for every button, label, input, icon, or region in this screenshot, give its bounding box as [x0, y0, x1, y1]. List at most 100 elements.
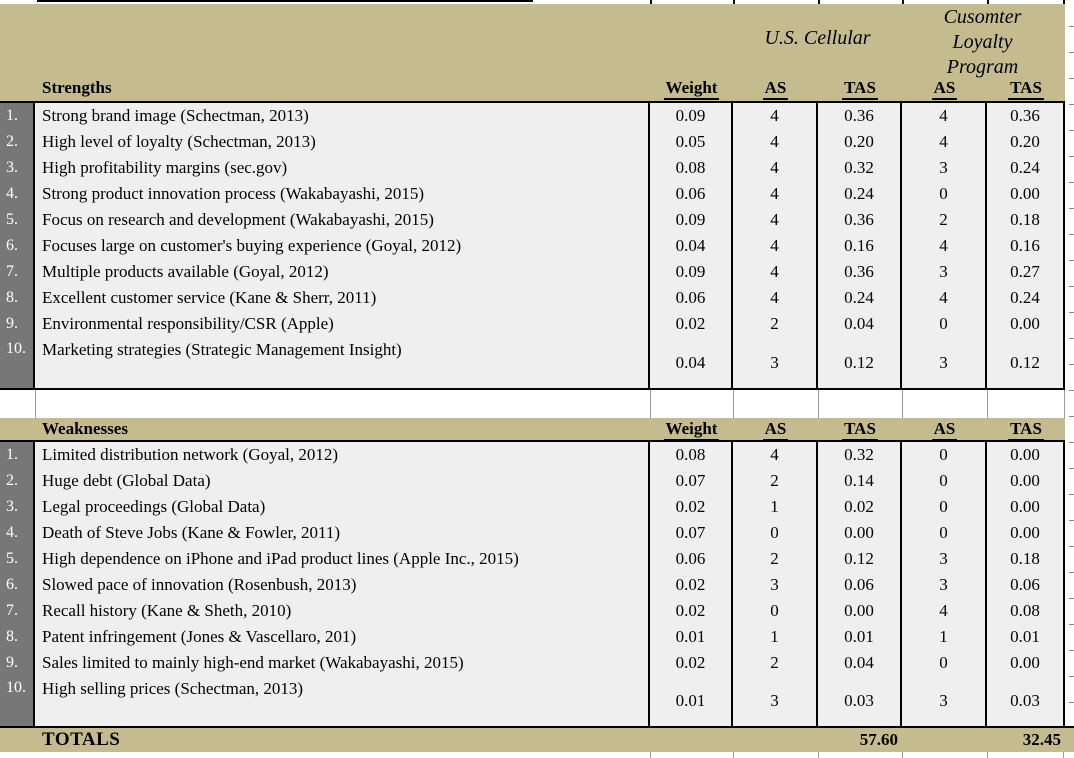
tas2-value-cell[interactable]: 0.36 — [987, 103, 1065, 129]
as1-value-cell[interactable]: 3 — [733, 676, 818, 726]
description-cell[interactable]: Focuses large on customer's buying exper… — [35, 233, 650, 259]
weight-value-cell[interactable]: 0.04 — [650, 233, 733, 259]
row-number-cell[interactable]: 5. — [0, 546, 35, 572]
row-number-cell[interactable]: 8. — [0, 624, 35, 650]
description-cell[interactable]: High selling prices (Schectman, 2013) — [35, 676, 650, 726]
weight-value-cell[interactable]: 0.02 — [650, 598, 733, 624]
tas2-column-header[interactable]: TAS — [987, 77, 1065, 100]
description-cell[interactable]: Strong brand image (Schectman, 2013) — [35, 103, 650, 129]
as2-value-cell[interactable]: 0 — [902, 650, 987, 676]
as2-value-cell[interactable]: 0 — [902, 181, 987, 207]
row-number-cell[interactable]: 3. — [0, 155, 35, 181]
row-number-cell[interactable]: 3. — [0, 494, 35, 520]
description-cell[interactable]: Slowed pace of innovation (Rosenbush, 20… — [35, 572, 650, 598]
tas1-value-cell[interactable]: 0.12 — [818, 337, 902, 388]
as1-value-cell[interactable]: 1 — [733, 624, 818, 650]
as2-value-cell[interactable]: 3 — [902, 259, 987, 285]
as2-value-cell[interactable]: 3 — [902, 572, 987, 598]
tas2-value-cell[interactable]: 0.20 — [987, 129, 1065, 155]
as1-value-cell[interactable]: 4 — [733, 233, 818, 259]
as2-value-cell[interactable]: 4 — [902, 233, 987, 259]
weight-value-cell[interactable]: 0.06 — [650, 285, 733, 311]
row-number-cell[interactable]: 6. — [0, 572, 35, 598]
weaknesses-section-label[interactable]: Weaknesses — [42, 419, 128, 438]
row-number-cell[interactable]: 9. — [0, 311, 35, 337]
description-cell[interactable]: Excellent customer service (Kane & Sherr… — [35, 285, 650, 311]
weight-value-cell[interactable]: 0.01 — [650, 624, 733, 650]
weight-value-cell[interactable]: 0.02 — [650, 311, 733, 337]
tas1-value-cell[interactable]: 0.04 — [818, 311, 902, 337]
row-number-cell[interactable]: 4. — [0, 181, 35, 207]
total-tas1-cell[interactable]: 57.60 — [859, 730, 898, 749]
description-cell[interactable]: Sales limited to mainly high-end market … — [35, 650, 650, 676]
as2-value-cell[interactable]: 3 — [902, 337, 987, 388]
tas1-column-header[interactable]: TAS — [818, 77, 902, 100]
weight-value-cell[interactable]: 0.06 — [650, 546, 733, 572]
tas2-value-cell[interactable]: 0.03 — [987, 676, 1065, 726]
tas1-value-cell[interactable]: 0.01 — [818, 624, 902, 650]
weight-value-cell[interactable]: 0.08 — [650, 442, 733, 468]
description-cell[interactable]: Limited distribution network (Goyal, 201… — [35, 442, 650, 468]
weight-value-cell[interactable]: 0.08 — [650, 155, 733, 181]
row-number-cell[interactable]: 5. — [0, 207, 35, 233]
row-number-cell[interactable]: 10. — [0, 676, 35, 726]
as2-value-cell[interactable]: 0 — [902, 494, 987, 520]
description-cell[interactable]: Marketing strategies (Strategic Manageme… — [35, 337, 650, 388]
total-tas2-cell[interactable]: 32.45 — [1022, 730, 1061, 749]
weight-value-cell[interactable]: 0.07 — [650, 468, 733, 494]
tas1-value-cell[interactable]: 0.20 — [818, 129, 902, 155]
as2-value-cell[interactable]: 0 — [902, 311, 987, 337]
as2-value-cell[interactable]: 0 — [902, 520, 987, 546]
description-cell[interactable]: High level of loyalty (Schectman, 2013) — [35, 129, 650, 155]
row-number-cell[interactable]: 2. — [0, 129, 35, 155]
weight-value-cell[interactable]: 0.05 — [650, 129, 733, 155]
tas2-column-header[interactable]: TAS — [987, 419, 1065, 441]
as2-value-cell[interactable]: 4 — [902, 103, 987, 129]
description-cell[interactable]: Death of Steve Jobs (Kane & Fowler, 2011… — [35, 520, 650, 546]
as2-value-cell[interactable]: 4 — [902, 285, 987, 311]
description-cell[interactable]: High profitability margins (sec.gov) — [35, 155, 650, 181]
row-number-cell[interactable]: 1. — [0, 103, 35, 129]
tas2-value-cell[interactable]: 0.00 — [987, 650, 1065, 676]
description-cell[interactable]: Huge debt (Global Data) — [35, 468, 650, 494]
as1-value-cell[interactable]: 4 — [733, 103, 818, 129]
weight-value-cell[interactable]: 0.02 — [650, 572, 733, 598]
tas1-column-header[interactable]: TAS — [818, 419, 902, 441]
tas2-value-cell[interactable]: 0.00 — [987, 442, 1065, 468]
strengths-section-label[interactable]: Strengths — [42, 77, 112, 97]
as1-value-cell[interactable]: 0 — [733, 598, 818, 624]
row-number-cell[interactable]: 9. — [0, 650, 35, 676]
tas1-value-cell[interactable]: 0.24 — [818, 285, 902, 311]
as2-value-cell[interactable]: 4 — [902, 129, 987, 155]
weight-value-cell[interactable]: 0.01 — [650, 676, 733, 726]
description-cell[interactable]: Recall history (Kane & Sheth, 2010) — [35, 598, 650, 624]
tas2-value-cell[interactable]: 0.00 — [987, 468, 1065, 494]
weight-value-cell[interactable]: 0.06 — [650, 181, 733, 207]
tas2-value-cell[interactable]: 0.00 — [987, 520, 1065, 546]
as1-value-cell[interactable]: 3 — [733, 572, 818, 598]
tas1-value-cell[interactable]: 0.36 — [818, 259, 902, 285]
weight-value-cell[interactable]: 0.09 — [650, 207, 733, 233]
tas2-value-cell[interactable]: 0.08 — [987, 598, 1065, 624]
description-cell[interactable]: High dependence on iPhone and iPad produ… — [35, 546, 650, 572]
as1-value-cell[interactable]: 3 — [733, 337, 818, 388]
as2-column-header[interactable]: AS — [902, 77, 987, 100]
as2-value-cell[interactable]: 0 — [902, 442, 987, 468]
as1-value-cell[interactable]: 0 — [733, 520, 818, 546]
tas1-value-cell[interactable]: 0.12 — [818, 546, 902, 572]
as1-value-cell[interactable]: 2 — [733, 650, 818, 676]
tas1-value-cell[interactable]: 0.36 — [818, 103, 902, 129]
tas1-value-cell[interactable]: 0.14 — [818, 468, 902, 494]
row-number-cell[interactable]: 1. — [0, 442, 35, 468]
row-number-cell[interactable]: 2. — [0, 468, 35, 494]
as2-value-cell[interactable]: 1 — [902, 624, 987, 650]
tas2-value-cell[interactable]: 0.00 — [987, 181, 1065, 207]
as2-value-cell[interactable]: 0 — [902, 468, 987, 494]
description-cell[interactable]: Environmental responsibility/CSR (Apple) — [35, 311, 650, 337]
tas2-value-cell[interactable]: 0.16 — [987, 233, 1065, 259]
row-number-cell[interactable]: 8. — [0, 285, 35, 311]
tas1-value-cell[interactable]: 0.16 — [818, 233, 902, 259]
as1-value-cell[interactable]: 2 — [733, 468, 818, 494]
description-cell[interactable]: Legal proceedings (Global Data) — [35, 494, 650, 520]
as2-value-cell[interactable]: 4 — [902, 598, 987, 624]
